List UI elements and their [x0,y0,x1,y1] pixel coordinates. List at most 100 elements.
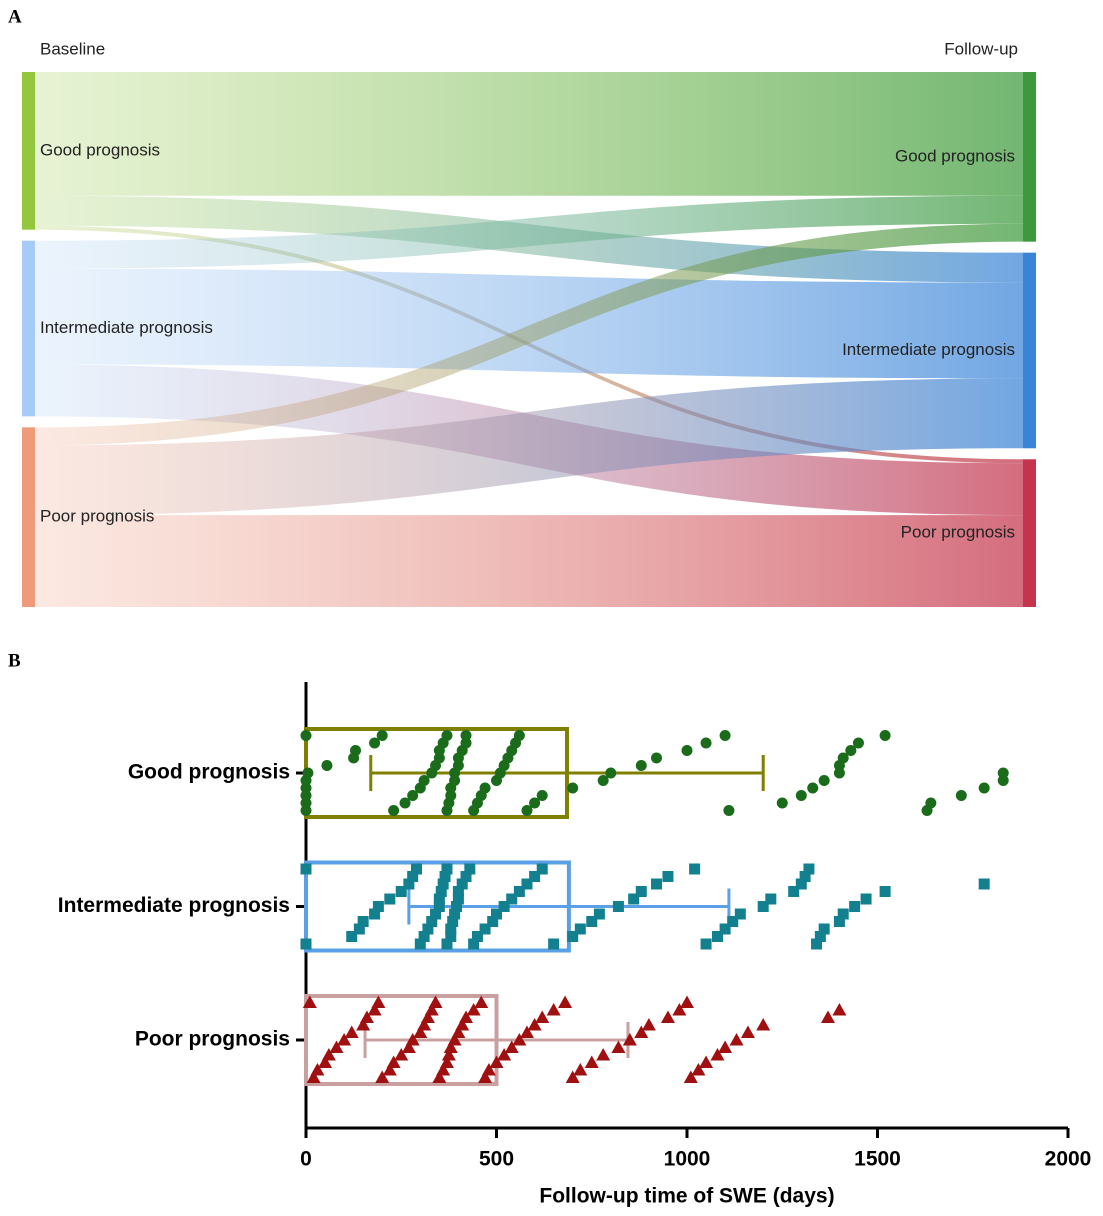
point [548,938,560,950]
point [567,782,579,794]
point [410,863,422,875]
point [535,1010,550,1023]
flow [35,268,1023,379]
point [818,775,830,786]
point [456,878,468,890]
point [329,1040,344,1053]
point [436,1063,451,1076]
point [832,1003,847,1016]
point [479,923,491,935]
node [22,72,35,230]
point [401,1040,416,1053]
point [795,878,807,890]
point [660,1010,675,1023]
x-tick-label: 2000 [1045,1148,1092,1171]
point [612,901,624,912]
point [439,871,451,882]
point [757,901,769,912]
node [1023,459,1036,607]
point [628,893,640,905]
point [403,878,415,890]
point [978,782,990,794]
x-tick-label: 1500 [854,1148,901,1171]
point [536,790,548,801]
point [635,760,647,771]
panel-label: A [8,6,22,27]
point [837,908,849,920]
x-axis-title: Follow-up time of SWE (days) [539,1185,834,1208]
point [546,1003,561,1016]
point [302,995,317,1008]
point [634,1025,649,1038]
node [22,240,35,417]
point [529,797,541,809]
point [641,1018,656,1031]
point [596,1048,611,1061]
point [300,730,312,741]
point [497,1048,512,1061]
point [925,797,937,809]
point [651,752,663,764]
point [371,995,386,1008]
point [468,938,480,950]
point [683,1070,698,1083]
point [860,893,872,905]
point [879,886,891,897]
point [346,931,358,942]
point [382,1063,397,1076]
point [519,1025,534,1038]
category-label: Poor prognosis [135,1028,290,1051]
point [765,893,777,905]
point [756,1018,771,1031]
point [359,1010,374,1023]
point [529,871,541,882]
flow [35,72,1023,196]
point [452,886,464,897]
point [433,901,445,912]
point [574,923,586,935]
point [795,790,807,801]
point [849,901,861,912]
point [691,1063,706,1076]
point [689,863,701,875]
point [424,1003,439,1016]
point [487,916,499,927]
point [513,886,525,897]
point [372,901,384,912]
point [369,908,381,920]
point [413,1025,428,1038]
panel-label: B [8,650,21,671]
point [302,767,314,779]
point [681,745,693,756]
point [455,1018,470,1031]
point [814,931,826,942]
point [479,782,491,794]
point [447,1033,462,1046]
point [719,923,731,935]
point [441,730,453,741]
point [565,1070,580,1083]
point [386,1055,401,1068]
point [310,1063,325,1076]
point [807,782,819,794]
point [418,931,430,942]
point [680,995,694,1008]
point [435,886,447,897]
point [418,775,430,786]
point [481,1063,496,1076]
point [584,1055,599,1068]
point [306,1070,321,1083]
point [388,805,400,816]
point [536,863,548,875]
point [723,805,735,816]
point [852,737,864,749]
point [558,995,573,1008]
point [356,1018,371,1031]
point [699,1055,714,1068]
point [837,752,849,764]
point [459,1010,474,1023]
point [451,1025,466,1038]
point [498,901,510,912]
node-label: Good prognosis [895,146,1015,165]
